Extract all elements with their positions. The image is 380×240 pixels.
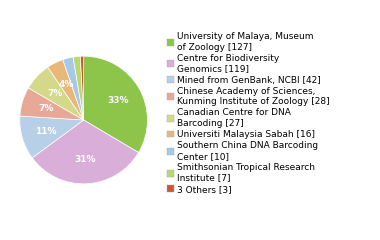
Text: 11%: 11%	[35, 127, 56, 136]
Text: 31%: 31%	[75, 155, 96, 164]
Wedge shape	[81, 56, 84, 120]
Wedge shape	[63, 57, 84, 120]
Wedge shape	[20, 88, 84, 120]
Wedge shape	[48, 60, 84, 120]
Legend: University of Malaya, Museum
of Zoology [127], Centre for Biodiversity
Genomics : University of Malaya, Museum of Zoology …	[166, 32, 330, 194]
Wedge shape	[28, 67, 84, 120]
Wedge shape	[73, 56, 84, 120]
Wedge shape	[20, 116, 84, 158]
Text: 7%: 7%	[38, 104, 54, 113]
Wedge shape	[84, 56, 147, 153]
Text: 33%: 33%	[107, 96, 129, 105]
Text: 4%: 4%	[58, 80, 74, 89]
Text: 7%: 7%	[47, 89, 62, 97]
Wedge shape	[32, 120, 139, 184]
